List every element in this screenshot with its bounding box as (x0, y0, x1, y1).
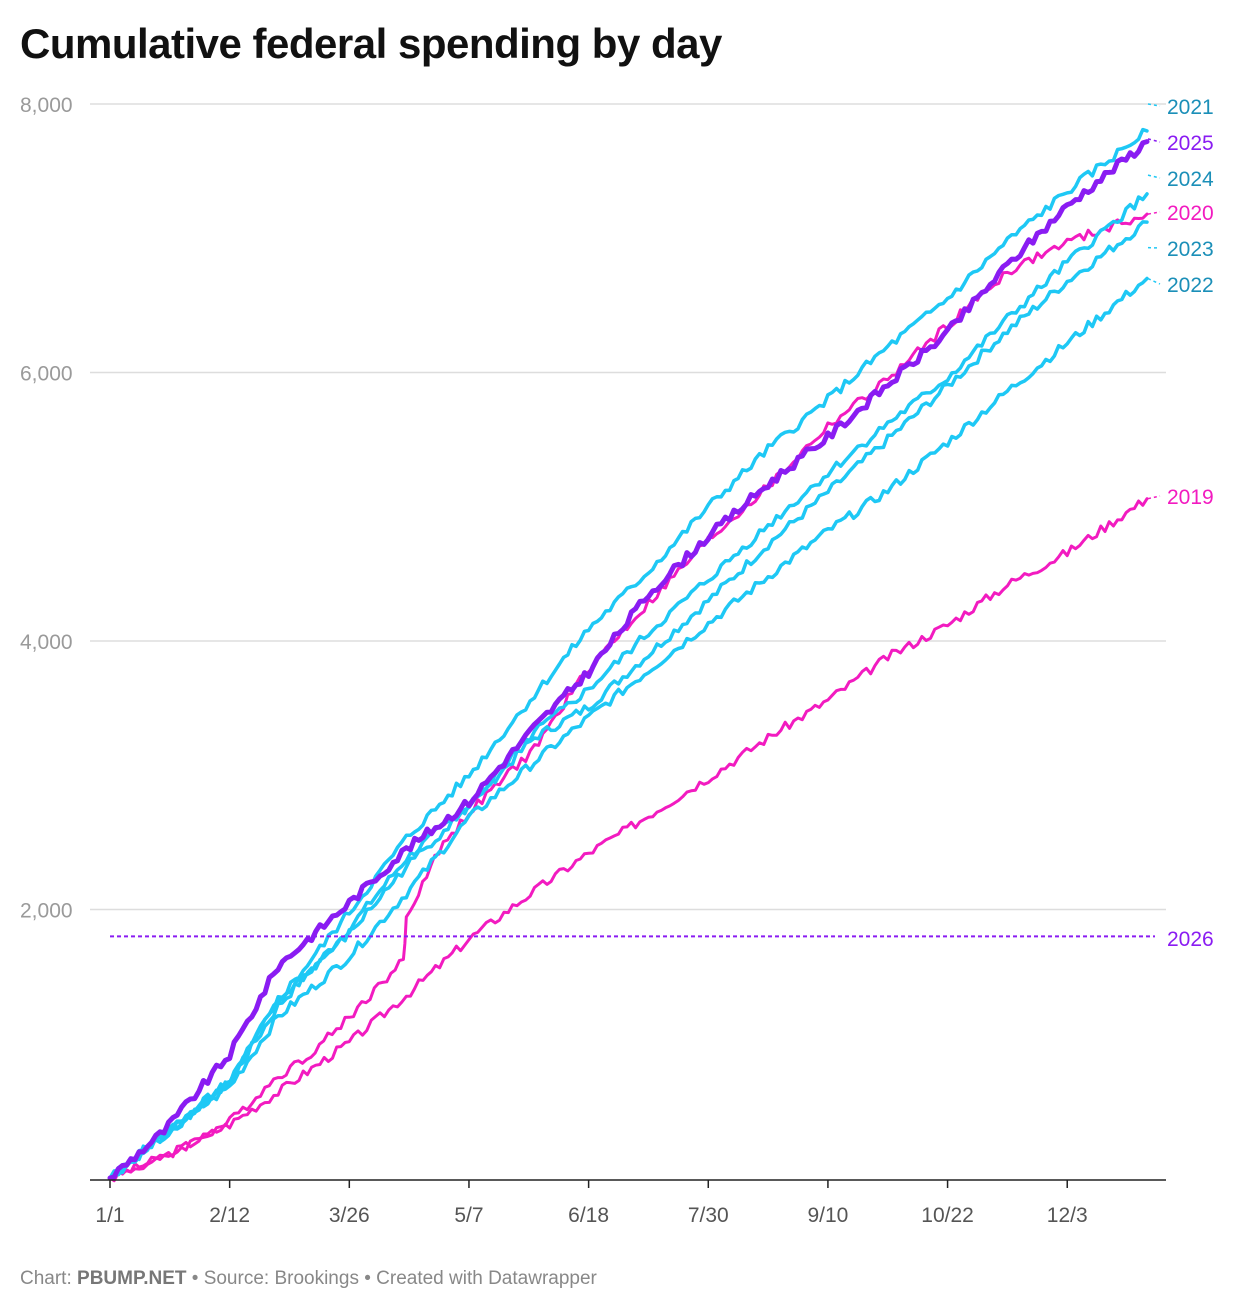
x-tick-label: 9/10 (807, 1204, 848, 1227)
label-leader-2024 (1147, 174, 1161, 179)
y-tick-label: 2,000 (20, 900, 73, 923)
x-tick-label: 2/12 (209, 1204, 250, 1227)
x-tick-label: 5/7 (454, 1204, 483, 1227)
chart-title: Cumulative federal spending by day (20, 20, 722, 67)
label-leader-2022 (1147, 277, 1161, 285)
series-label-2024: 2024 (1167, 168, 1214, 191)
series-line-2019 (108, 497, 1149, 1181)
series-label-2026: 2026 (1167, 928, 1214, 951)
y-tick-label: 4,000 (20, 631, 73, 654)
series-label-2022: 2022 (1167, 274, 1214, 297)
series-label-2019: 2019 (1167, 486, 1214, 509)
y-tick-label: 6,000 (20, 363, 73, 386)
series-line-2024 (108, 192, 1149, 1180)
series-label-2023: 2023 (1167, 238, 1214, 261)
x-tick-label: 7/30 (688, 1204, 729, 1227)
x-tick-label: 10/22 (921, 1204, 974, 1227)
series-line-2022 (108, 276, 1149, 1180)
footer-credit: Chart: PBUMP.NET • Source: Brookings • C… (20, 1268, 597, 1290)
footer-brand: PBUMP.NET (77, 1268, 187, 1289)
series-label-2025: 2025 (1167, 132, 1214, 155)
x-tick-label: 3/26 (329, 1204, 370, 1227)
y-tick-label: 8,000 (20, 94, 73, 117)
axes: 2,000 4,000 6,000 8,000 1/1 2/12 3/26 5/7 6/18 7/… (20, 94, 1166, 1227)
x-tick-label: 6/18 (568, 1204, 609, 1227)
series-label-2020: 2020 (1167, 202, 1214, 225)
label-leader-2025 (1147, 138, 1161, 143)
footer-prefix: Chart: (20, 1268, 78, 1289)
label-leader-2020 (1147, 211, 1161, 215)
series-labels: 2019 2020 2021 2022 2023 2024 2025 2026 (1147, 96, 1214, 951)
label-leader-2021 (1147, 103, 1161, 107)
grid-lines (90, 103, 1166, 911)
label-leader-2019 (1147, 495, 1161, 500)
series-lines (107, 127, 1155, 1183)
series-label-2021: 2021 (1167, 96, 1214, 119)
series-line-2023 (108, 220, 1149, 1180)
x-tick-label: 1/1 (95, 1204, 124, 1227)
footer-source: • Source: Brookings • Created with Dataw… (186, 1268, 597, 1289)
x-tick-label: 12/3 (1047, 1204, 1088, 1227)
series-line-2025 (107, 139, 1150, 1181)
